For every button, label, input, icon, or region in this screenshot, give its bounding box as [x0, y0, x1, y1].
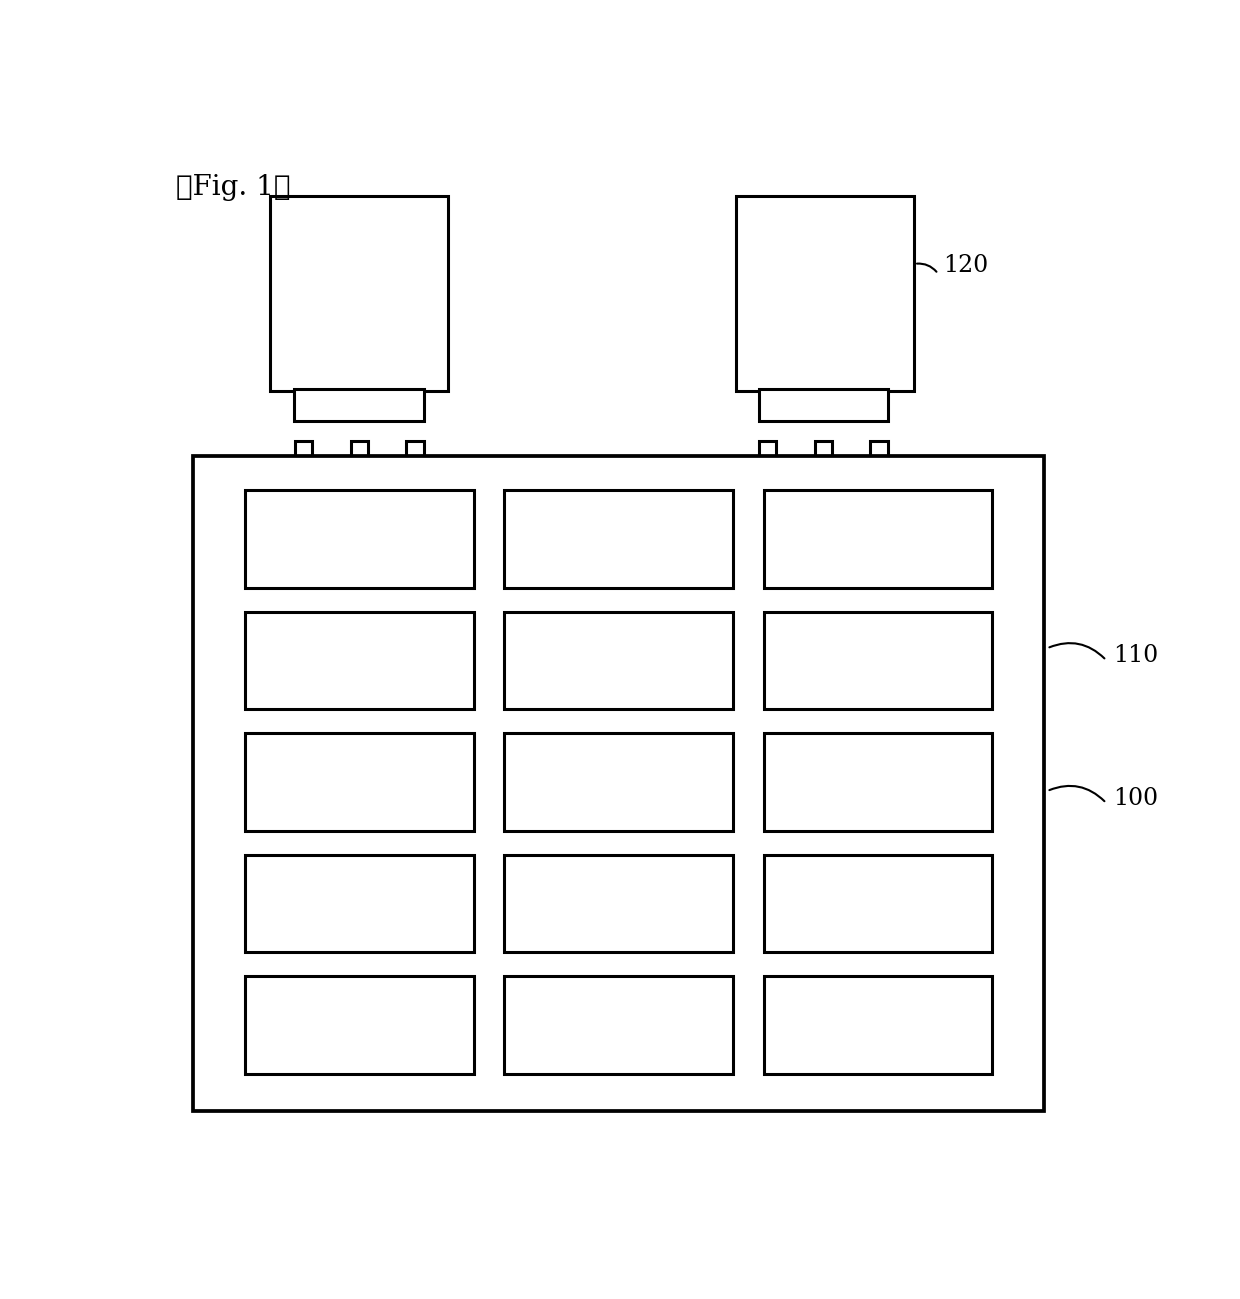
Bar — [193, 456, 1044, 1111]
Text: 『Fig. 1』: 『Fig. 1』 — [176, 174, 290, 201]
Bar — [764, 490, 992, 587]
Bar — [505, 977, 733, 1074]
Bar — [407, 440, 424, 475]
Bar — [285, 466, 295, 485]
Bar — [424, 466, 433, 485]
Bar — [270, 196, 448, 391]
Bar — [737, 196, 914, 391]
Bar — [764, 612, 992, 709]
Polygon shape — [250, 465, 285, 487]
Bar — [815, 440, 832, 475]
Bar — [351, 440, 368, 475]
Bar — [764, 733, 992, 831]
Bar — [246, 612, 474, 709]
Bar — [870, 440, 888, 475]
Bar — [764, 977, 992, 1074]
Text: 100: 100 — [1114, 787, 1158, 809]
Bar — [294, 388, 424, 421]
Polygon shape — [433, 465, 467, 487]
Bar — [295, 440, 312, 475]
Bar — [749, 466, 759, 485]
Bar — [246, 490, 474, 587]
Polygon shape — [898, 465, 932, 487]
Bar — [505, 855, 733, 952]
Bar — [505, 612, 733, 709]
Text: 110: 110 — [1114, 644, 1158, 666]
Polygon shape — [714, 465, 749, 487]
Bar — [888, 466, 898, 485]
Bar — [764, 855, 992, 952]
Bar — [505, 733, 733, 831]
Bar — [246, 977, 474, 1074]
Text: 120: 120 — [944, 255, 988, 278]
Bar — [505, 490, 733, 587]
Bar — [246, 855, 474, 952]
Polygon shape — [341, 475, 377, 504]
Bar — [759, 388, 888, 421]
Bar — [759, 440, 776, 475]
Polygon shape — [805, 475, 842, 504]
Bar — [246, 733, 474, 831]
